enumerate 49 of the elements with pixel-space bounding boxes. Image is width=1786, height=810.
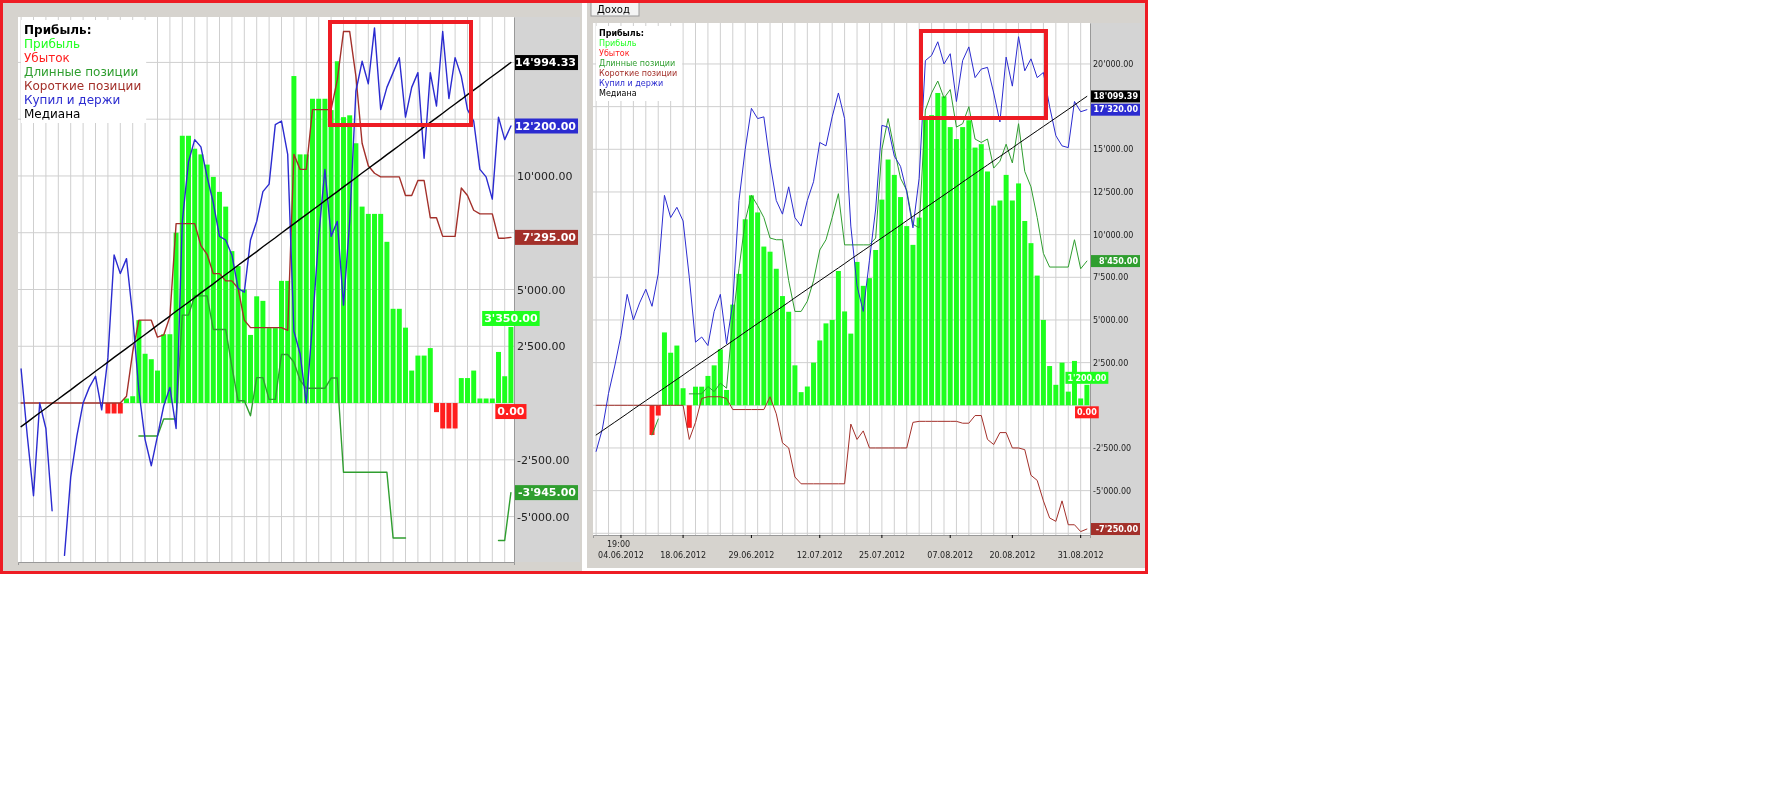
y-tick-label: 10'000.00 [1093,230,1134,240]
data-label: 8'450.00 [1099,256,1139,266]
data-label: -3'945.00 [517,486,577,500]
y-tick-label: 2'500.00 [1093,358,1129,368]
text: Медиана [599,89,637,98]
text: Прибыль [24,37,81,51]
y-tick-label: -2'500.00 [1093,444,1132,454]
y-tick-label: 2'500.00 [517,340,566,354]
y-tick-label: 7'500.00 [1093,273,1129,283]
text: Купил и держи [24,93,121,107]
bar [452,403,458,429]
x-tick-label: 31.08.2012 [1057,550,1104,560]
data-label: 17'320.00 [1093,105,1139,115]
text: Короткие позиции [24,79,142,93]
data-label: 14'994.33 [514,56,576,70]
y-tick-label: 12'500.00 [1093,188,1134,198]
y-tick-label: -5'000.00 [1093,486,1132,496]
y-tick-label: 5'000.00 [1093,316,1129,326]
chart-title: Доход [597,4,630,15]
x-tick-label: 29.06.2012 [728,550,775,560]
text: Короткие позиции [599,69,678,78]
y-tick-label: -5'000.00 [517,510,570,524]
x-tick-label: 18.06.2012 [660,550,706,560]
x-tick-label: 04.06.2012 [598,550,644,560]
text: Медиана [24,107,81,121]
y-tick-label: 20'000.00 [1093,60,1134,70]
legend-title: Прибыль: [24,23,92,37]
y-tick-label: 5'000.00 [517,283,566,297]
y-tick-label: 15'000.00 [1093,145,1134,155]
legend-title: Прибыль: [599,28,644,38]
data-label: 7'295.00 [522,231,577,245]
x-tick-label: 20.08.2012 [989,550,1036,560]
text: 19:00 [607,540,631,549]
text: Прибыль [599,39,637,48]
y-tick-label: 10'000.00 [517,169,573,183]
data-label: 18'099.39 [1093,92,1139,102]
bar [686,405,692,428]
bar [680,388,686,406]
data-label: -7'250.00 [1095,524,1139,534]
y-tick-label: -2'500.00 [517,453,570,467]
text: Убыток [599,49,630,58]
text: Убыток [24,51,70,65]
text: Купил и держи [599,79,664,88]
text: Длинные позиции [24,65,139,79]
x-tick-label: 12.07.2012 [796,550,843,560]
x-tick-label: 25.07.2012 [858,550,905,560]
data-label: 12'200.00 [514,119,577,133]
text: Длинные позиции [599,59,676,68]
x-tick-label: 07.08.2012 [927,550,974,560]
